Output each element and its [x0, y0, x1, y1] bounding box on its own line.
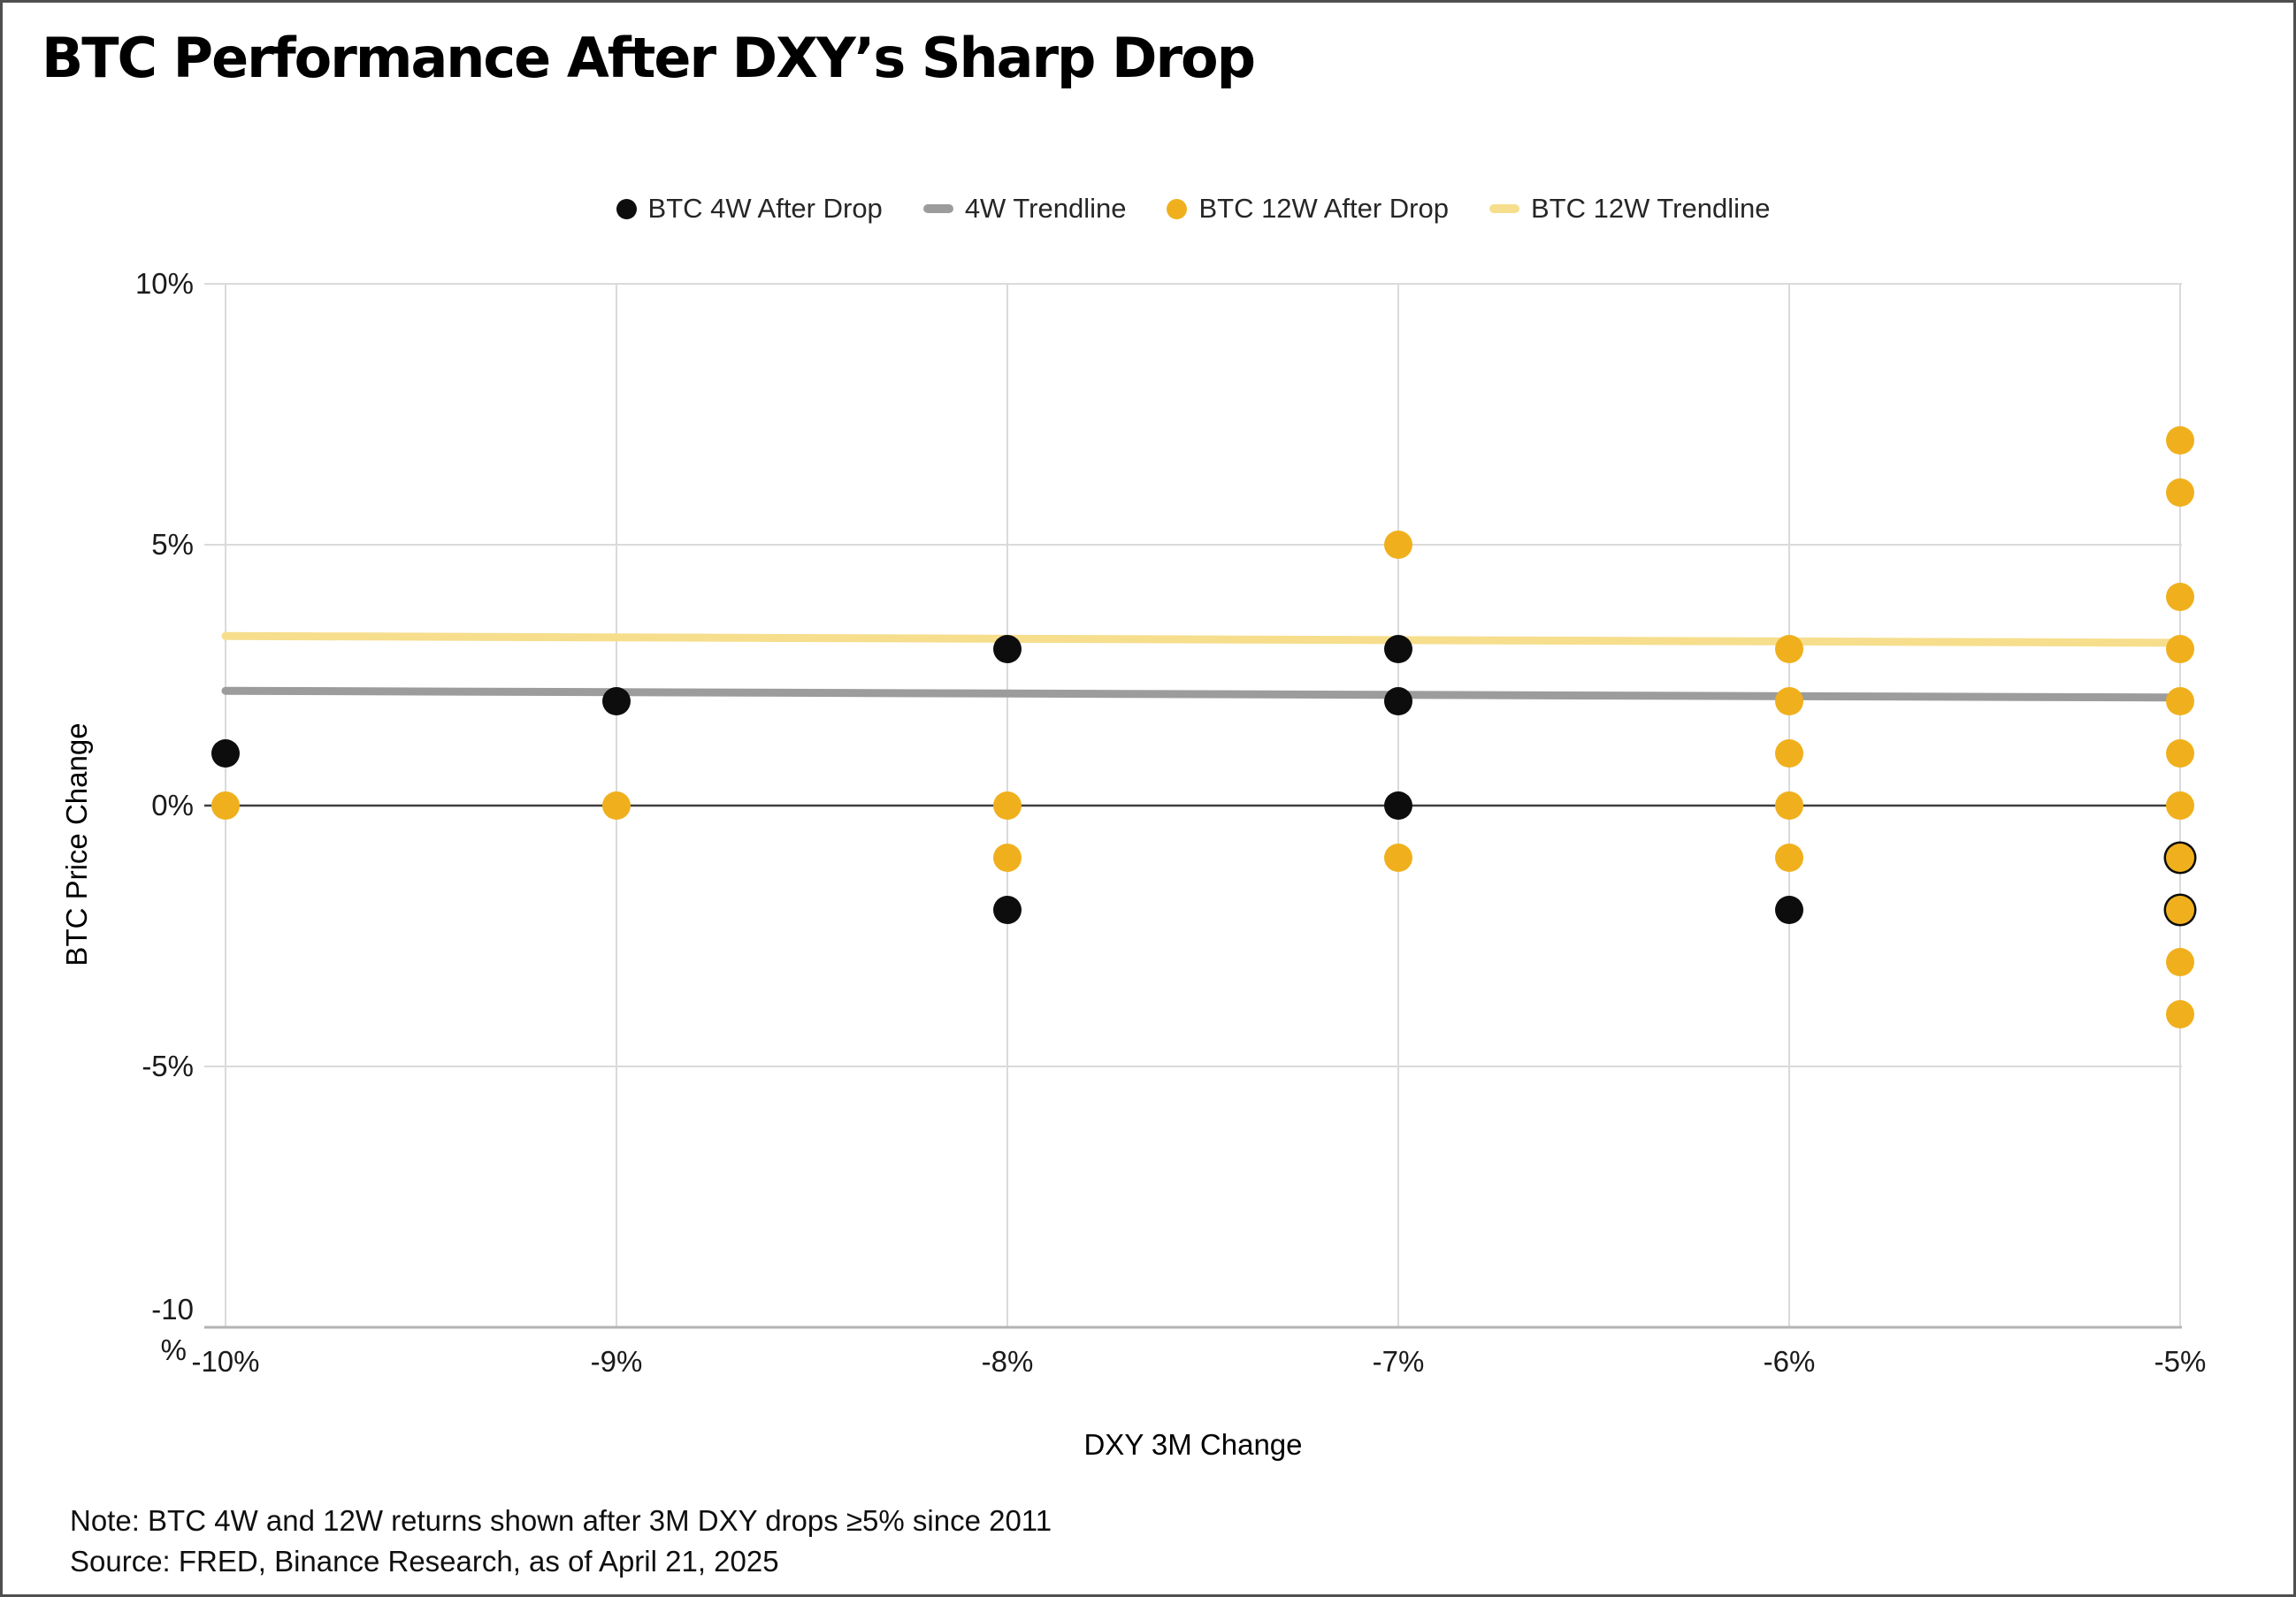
data-point-12w — [1775, 687, 1803, 715]
data-point-4w — [1384, 687, 1412, 715]
trendline-12w — [221, 631, 2192, 647]
data-point-12w — [211, 791, 240, 820]
data-point-12w — [2166, 1000, 2194, 1028]
y-axis-title: BTC Price Change — [60, 722, 93, 967]
data-point-12w — [2166, 844, 2194, 872]
data-point-12w — [602, 791, 631, 820]
y-tick-label: 5% — [151, 528, 194, 561]
x-tick-label: -7% — [1373, 1345, 1425, 1378]
data-point-12w — [2166, 896, 2194, 924]
data-point-12w — [2166, 478, 2194, 507]
chart-title: BTC Performance After DXY’s Sharp Drop — [42, 26, 1256, 90]
y-tick-label: % — [161, 1333, 187, 1366]
data-point-4w — [1775, 896, 1803, 924]
data-point-4w — [993, 635, 1022, 663]
data-point-12w — [1775, 844, 1803, 872]
data-point-12w — [993, 844, 1022, 872]
legend-item-label: 4W Trendline — [964, 193, 1127, 224]
data-point-12w — [1775, 791, 1803, 820]
legend-dash-marker-icon — [922, 204, 953, 213]
data-point-12w — [2166, 948, 2194, 976]
data-point-4w — [993, 896, 1022, 924]
data-point-12w — [2166, 791, 2194, 820]
data-point-4w — [1384, 635, 1412, 663]
data-point-4w — [602, 687, 631, 715]
footnote: Note: BTC 4W and 12W returns shown after… — [70, 1501, 1052, 1581]
x-axis-title: DXY 3M Change — [1083, 1428, 1303, 1461]
y-tick-label: -5% — [142, 1050, 194, 1082]
data-point-12w — [2166, 426, 2194, 455]
legend-item: 4W Trendline — [922, 193, 1127, 225]
legend-item: BTC 12W Trendline — [1489, 193, 1771, 225]
legend-dash-marker-icon — [1489, 204, 1519, 213]
data-point-12w — [2166, 739, 2194, 768]
legend-item-label: BTC 12W After Drop — [1198, 193, 1449, 224]
data-point-12w — [2166, 635, 2194, 663]
data-point-12w — [1384, 844, 1412, 872]
data-point-12w — [2166, 687, 2194, 715]
note-line: Note: BTC 4W and 12W returns shown after… — [70, 1504, 1052, 1537]
data-point-12w — [1384, 531, 1412, 559]
legend-item-label: BTC 4W After Drop — [647, 193, 883, 224]
legend-item-label: BTC 12W Trendline — [1530, 193, 1771, 224]
y-tick-label: 0% — [151, 789, 194, 821]
legend-item: BTC 4W After Drop — [616, 193, 883, 225]
data-point-4w — [211, 739, 240, 768]
legend-circle-marker-icon — [1167, 198, 1188, 219]
legend-circle-marker-icon — [616, 198, 637, 219]
x-tick-label: -8% — [982, 1345, 1034, 1378]
data-point-12w — [993, 791, 1022, 820]
x-tick-label: -5% — [2154, 1345, 2207, 1378]
trendline-4w — [221, 686, 2192, 702]
data-point-12w — [1775, 739, 1803, 768]
y-tick-label: -10 — [151, 1293, 194, 1326]
source-line: Source: FRED, Binance Research, as of Ap… — [70, 1544, 779, 1578]
data-point-4w — [1384, 791, 1412, 820]
x-tick-label: -9% — [591, 1345, 643, 1378]
scatter-plot: 10%5%0%-5%-10% -10% -9% -8% -7% -6% -5% — [135, 267, 2207, 1378]
y-tick-label: 10% — [135, 267, 194, 300]
x-tick-label: -10% — [191, 1345, 259, 1378]
legend: BTC 4W After Drop 4W Trendline BTC 12W Aft… — [204, 187, 2182, 231]
data-point-12w — [2166, 583, 2194, 611]
x-tick-label: -6% — [1764, 1345, 1816, 1378]
data-point-12w — [1775, 635, 1803, 663]
legend-item: BTC 12W After Drop — [1167, 193, 1449, 225]
